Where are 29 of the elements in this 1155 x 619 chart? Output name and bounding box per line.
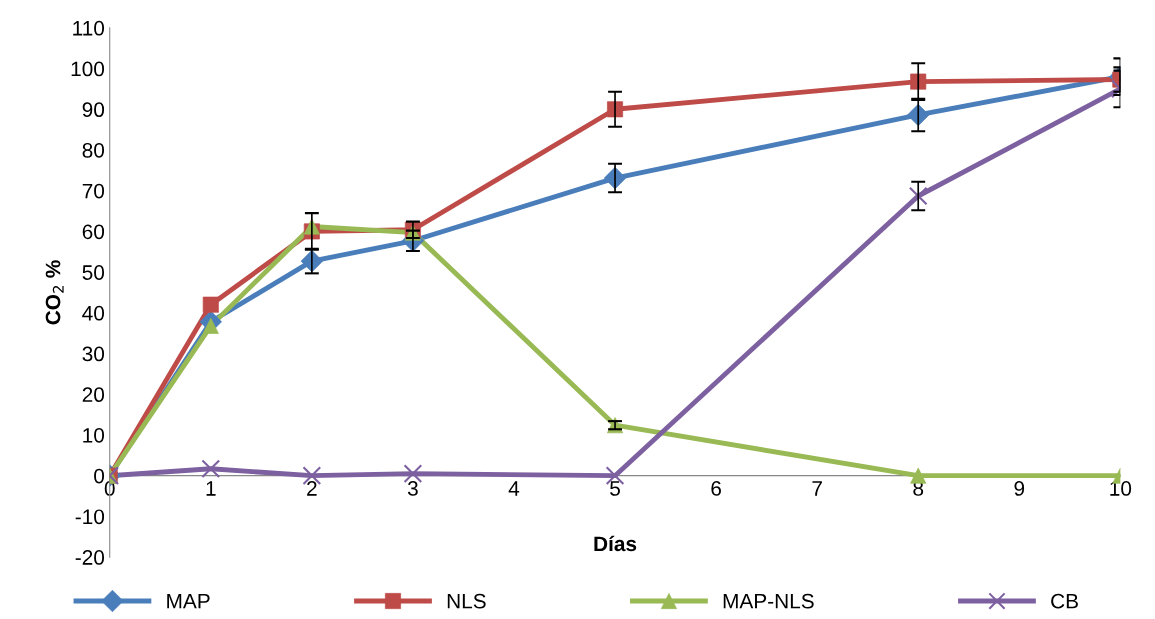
y-tick-label: 10: [83, 427, 105, 443]
x-tick-label: 6: [711, 481, 721, 496]
legend-label: MAP: [167, 593, 210, 609]
y-tick-label: -10: [75, 509, 105, 525]
x-axis-title: Días: [594, 535, 637, 552]
x-tick-label: 7: [812, 481, 822, 496]
y-tick-label: 0: [94, 468, 105, 484]
y-tick-label: 30: [82, 346, 105, 362]
legend-label: CB: [1051, 593, 1078, 609]
x-tick-label: 10: [1110, 481, 1132, 496]
y-tick-label: 110: [73, 20, 105, 36]
x-tick-label: 9: [1014, 481, 1025, 496]
x-tick-label: 5: [610, 481, 620, 496]
y-tick-label: 70: [82, 183, 105, 199]
legend-label: NLS: [447, 593, 486, 609]
x-tick-label: 2: [307, 481, 317, 496]
y-tick-label: 90: [82, 102, 105, 118]
y-tick-label: 60: [82, 224, 105, 240]
y-tick-label: 50: [82, 265, 105, 280]
y-axis-title: CO$_{2}$ %: [45, 260, 64, 325]
y-tick-label: 100: [71, 61, 105, 77]
y-tick-label: 20: [82, 387, 105, 403]
y-tick-label: 40: [82, 305, 105, 321]
x-tick-label: 1: [206, 481, 216, 496]
x-tick-label: 4: [508, 481, 520, 496]
legend-label: MAP-NLS: [723, 593, 814, 609]
y-tick-label: 80: [82, 142, 105, 158]
x-tick-label: 3: [407, 481, 418, 496]
y-tick-label: -20: [75, 550, 105, 565]
